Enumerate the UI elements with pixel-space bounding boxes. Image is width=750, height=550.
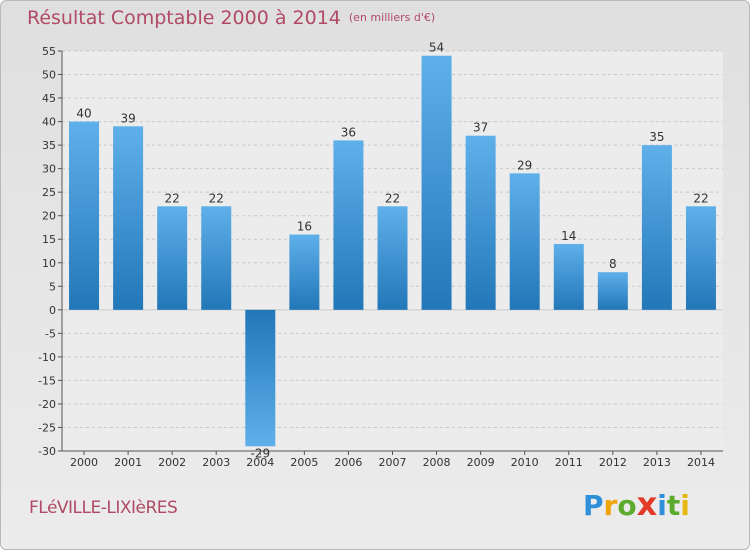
y-tick-label: 35 xyxy=(42,139,56,152)
data-label: 36 xyxy=(341,125,356,139)
bar-2013 xyxy=(641,145,672,310)
y-tick-label: 5 xyxy=(49,280,56,293)
y-tick-label: 20 xyxy=(42,210,56,223)
x-tick-label: 2000 xyxy=(70,456,98,469)
logo-letter: o xyxy=(617,489,637,522)
x-tick-label: 2002 xyxy=(158,456,186,469)
x-tick-label: 2014 xyxy=(687,456,715,469)
y-tick-label: -10 xyxy=(38,351,56,364)
x-tick-label: 2011 xyxy=(555,456,583,469)
x-tick-label: 2001 xyxy=(114,456,142,469)
y-tick-label: -20 xyxy=(38,398,56,411)
bar-2006 xyxy=(333,140,364,310)
data-label: 54 xyxy=(429,41,444,55)
x-tick-label: 2008 xyxy=(423,456,451,469)
bar-2014 xyxy=(685,206,716,310)
chart-unit-label: (en milliers d'€) xyxy=(348,11,436,24)
y-tick-label: 40 xyxy=(42,116,56,129)
bar-2004 xyxy=(245,309,276,447)
data-label: 29 xyxy=(517,158,532,172)
bar-2009 xyxy=(465,135,496,310)
data-label: 22 xyxy=(385,191,400,205)
y-tick-label: 50 xyxy=(42,69,56,82)
logo-letter: P xyxy=(583,489,604,522)
bar-2010 xyxy=(509,173,540,310)
x-tick-label: 2006 xyxy=(334,456,362,469)
data-label: 16 xyxy=(297,220,312,234)
x-tick-label: 2003 xyxy=(202,456,230,469)
y-tick-label: 45 xyxy=(42,92,56,105)
x-tick-label: 2012 xyxy=(599,456,627,469)
bar-2000 xyxy=(69,121,100,310)
y-tick-label: 10 xyxy=(42,257,56,270)
logo-letter: r xyxy=(603,489,618,522)
y-tick-label: 0 xyxy=(49,304,56,317)
logo-letter: t xyxy=(666,489,681,522)
y-tick-label: 25 xyxy=(42,186,56,199)
bar-2005 xyxy=(289,234,320,310)
x-tick-label: 2005 xyxy=(290,456,318,469)
bar-2008 xyxy=(421,55,452,310)
bar-2011 xyxy=(553,243,584,310)
x-tick-label: 2004 xyxy=(246,456,274,469)
bar-2001 xyxy=(113,126,144,310)
x-tick-label: 2009 xyxy=(467,456,495,469)
x-tick-label: 2013 xyxy=(643,456,671,469)
y-tick-label: 55 xyxy=(42,45,56,58)
bar-2002 xyxy=(157,206,188,310)
data-label: 37 xyxy=(473,121,488,135)
y-tick-label: 30 xyxy=(42,163,56,176)
bar-2007 xyxy=(377,206,408,310)
data-label: 14 xyxy=(561,229,576,243)
data-label: 40 xyxy=(76,107,91,121)
y-tick-label: -30 xyxy=(38,445,56,458)
bar-2012 xyxy=(597,272,628,310)
data-label: 35 xyxy=(649,130,664,144)
y-tick-label: -25 xyxy=(38,421,56,434)
logo-letter: x xyxy=(636,485,658,523)
logo-letter: i xyxy=(680,489,690,522)
data-label: 8 xyxy=(609,257,617,271)
data-label: 22 xyxy=(209,191,224,205)
logo-letter: i xyxy=(657,489,667,522)
data-label: 22 xyxy=(693,191,708,205)
data-label: 39 xyxy=(120,111,135,125)
bar-2003 xyxy=(201,206,232,310)
y-tick-label: 15 xyxy=(42,233,56,246)
data-label: 22 xyxy=(165,191,180,205)
y-tick-label: -5 xyxy=(45,327,56,340)
x-tick-label: 2010 xyxy=(511,456,539,469)
chart-title-text: Résultat Comptable 2000 à 2014 xyxy=(27,7,341,29)
x-tick-label: 2007 xyxy=(379,456,407,469)
y-tick-label: -15 xyxy=(38,374,56,387)
commune-name: FLéVILLE-LIXIèRES xyxy=(29,498,178,518)
chart-title: Résultat Comptable 2000 à 2014 (en millie… xyxy=(27,7,435,29)
proxiti-logo[interactable]: Proxiti xyxy=(583,485,690,523)
